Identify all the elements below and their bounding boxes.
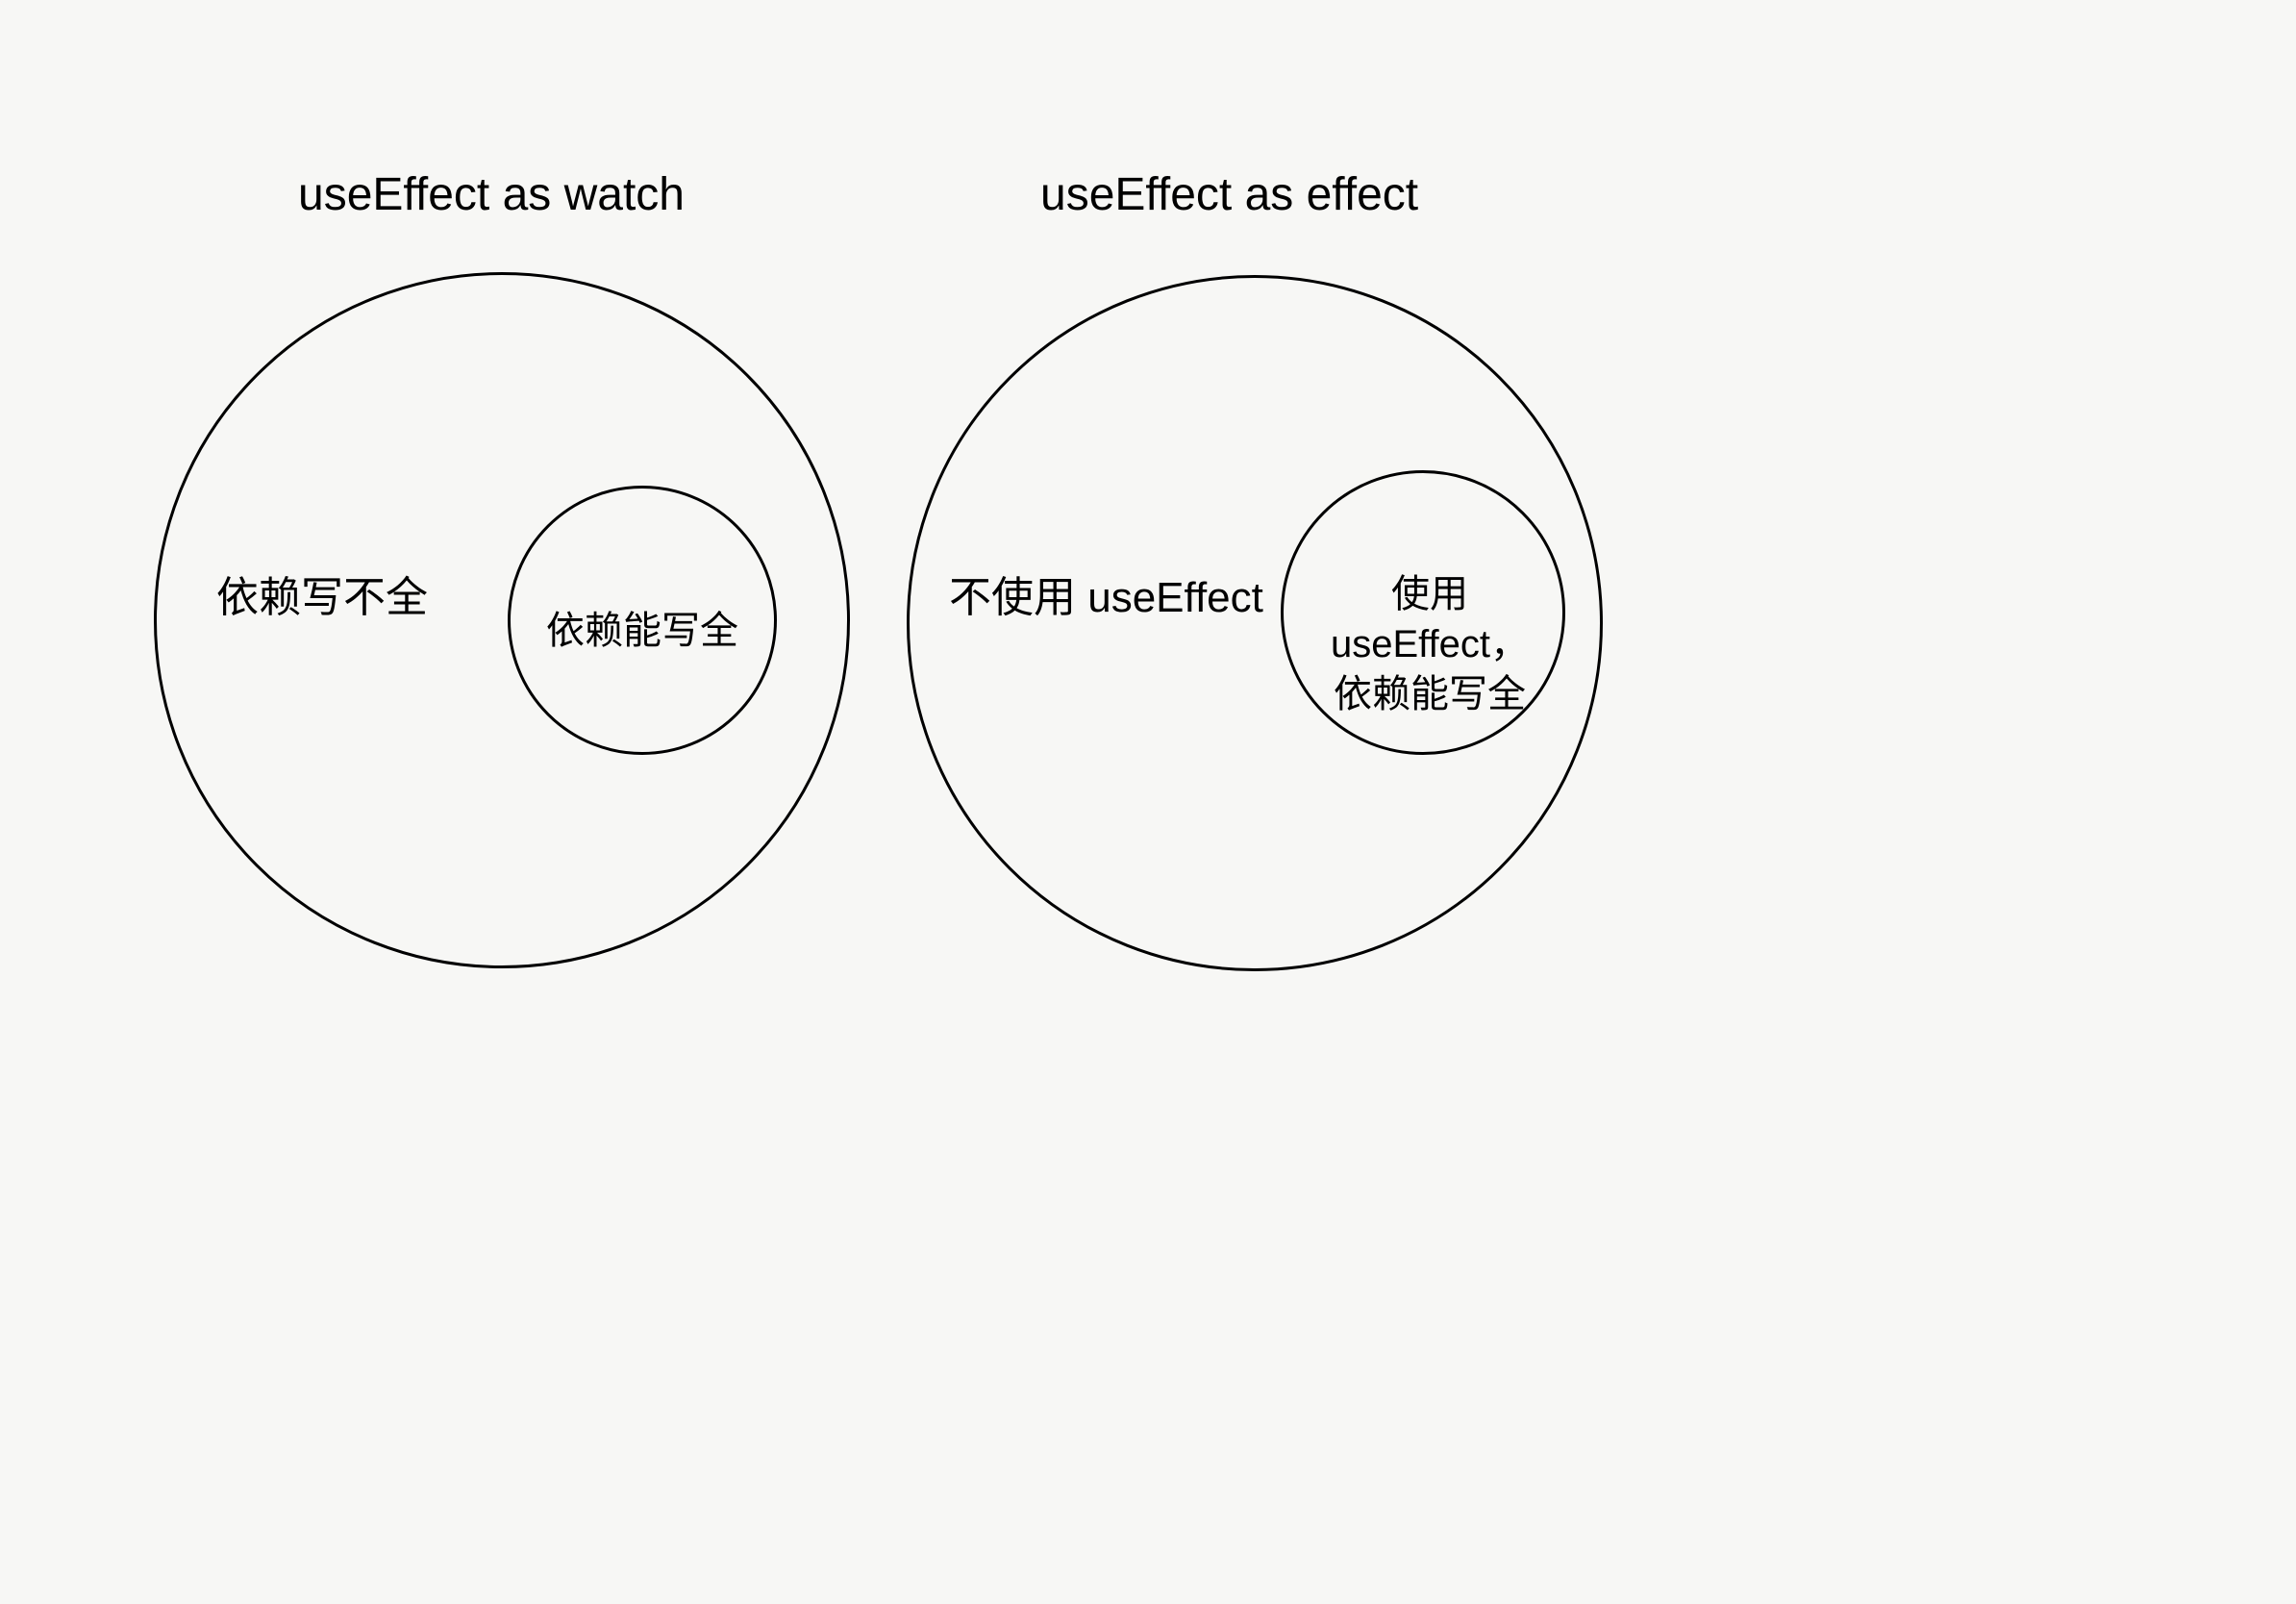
right-inner-label: 使用 useEffect， 依赖能写全 xyxy=(1300,569,1560,719)
left-inner-label: 依赖能写全 xyxy=(546,606,738,656)
diagram-container: useEffect as watch 依赖写不全 依赖能写全 useEffect… xyxy=(0,0,2296,1604)
right-title: useEffect as effect xyxy=(1040,168,1418,221)
left-title: useEffect as watch xyxy=(298,168,685,221)
right-inner-label-line2: 依赖能写全 xyxy=(1334,673,1526,715)
left-outer-label: 依赖写不全 xyxy=(216,563,428,624)
right-outer-label: 不使用 useEffect xyxy=(949,563,1263,624)
right-inner-label-line1: 使用 useEffect， xyxy=(1331,573,1529,665)
